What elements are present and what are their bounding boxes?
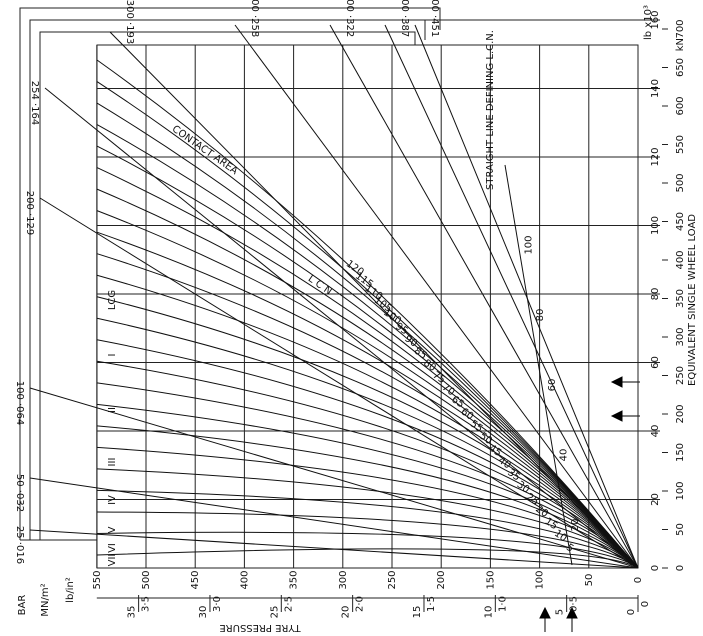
contact-area-label: 200 ·129 <box>24 191 35 236</box>
contact-area-label: 50 ·032 <box>14 474 25 512</box>
bar-tick-label: 15 <box>412 606 423 619</box>
contact-area-line <box>235 25 638 568</box>
kn-tick-label: 250 <box>675 366 686 385</box>
contact-area-label: 300 ·193 <box>124 0 135 44</box>
contact-area-label: 600 ·387 <box>399 0 410 37</box>
kn-tick-label: 700 <box>675 19 686 38</box>
bar-tick-label: 10 <box>483 606 494 619</box>
bar-tick-label: 35 <box>127 606 138 619</box>
lb-in2-tick-label: 450 <box>190 570 201 589</box>
contact-area-label: 700 ·451 <box>429 0 440 37</box>
lcn-curve <box>97 549 638 568</box>
lb-in2-tick-label: 100 <box>535 570 546 589</box>
kn-tick-label: 150 <box>675 443 686 462</box>
unit-label: lb/in² <box>65 577 76 603</box>
lb-in2-tick-label: 400 <box>239 570 250 589</box>
lcn-nomogram: 550500450400350300250200150100500353·530… <box>0 0 703 636</box>
lcn-curve <box>97 189 638 568</box>
bar-tick-label: 25 <box>269 606 280 619</box>
kn-tick-label: 650 <box>675 58 686 77</box>
lb-in2-tick-label: 550 <box>92 570 103 589</box>
kn-tick-label: 350 <box>675 289 686 308</box>
bar-tick-label: 20 <box>341 606 352 619</box>
contact-area-label: 400 ·258 <box>249 0 260 37</box>
lb-tick-label: 0 <box>650 565 661 571</box>
contact-area-label: 500 ·322 <box>344 0 355 37</box>
axis-title: EQUIVALENT SINGLE WHEEL LOAD <box>687 214 698 386</box>
lb-tick-label: 80 <box>650 288 661 301</box>
contact-area-title: CONTACT AREA <box>170 124 240 178</box>
lb-tick-label: 120 <box>650 147 661 166</box>
kn-tick-label: 50 <box>675 523 686 536</box>
unit-label: kN <box>675 38 686 51</box>
lb-in2-tick-label: 50 <box>584 574 595 587</box>
lb-in2-tick-label: 300 <box>338 570 349 589</box>
lb-in2-tick-label: 0 <box>633 577 644 583</box>
lb-tick-label: 140 <box>650 79 661 98</box>
lcg-label: IV <box>107 495 118 505</box>
bar-tick-label: 30 <box>198 606 209 619</box>
kn-tick-label: 300 <box>675 327 686 346</box>
axis-title: TYRE PRESSURE <box>219 622 301 633</box>
defining-tick-label: 100 <box>524 235 535 254</box>
kn-tick-label: 450 <box>675 212 686 231</box>
lb-tick-label: 100 <box>650 216 661 235</box>
lb-tick-label: 40 <box>650 425 661 438</box>
lb-tick-label: 60 <box>650 356 661 369</box>
unit-label: MN/m² <box>40 583 51 616</box>
lcg-label: VII <box>107 554 118 567</box>
unit-label: lb x10³ <box>643 5 654 40</box>
kn-tick-label: 550 <box>675 135 686 154</box>
lcg-title: LCG <box>107 290 118 310</box>
lb-in2-tick-label: 200 <box>436 570 447 589</box>
defining-tick-label: 40 <box>558 449 569 462</box>
lcg-label: I <box>107 354 118 357</box>
kn-tick-label: 200 <box>675 404 686 423</box>
lcg-label: V <box>107 526 118 533</box>
defining-tick-label: 80 <box>535 309 546 322</box>
lcg-label: VI <box>107 543 118 553</box>
contact-area-line <box>385 25 638 568</box>
defining-line-title: STRAIGHT LINE DEFINING L.C.N. <box>485 30 496 190</box>
kn-tick-label: 0 <box>675 565 686 571</box>
arrows <box>540 377 640 632</box>
lb-in2-tick-label: 150 <box>485 570 496 589</box>
lcg-label: II <box>107 407 118 413</box>
kn-tick-label: 500 <box>675 173 686 192</box>
bar-tick-label: 5 <box>555 609 566 615</box>
lb-tick-label: 20 <box>650 493 661 506</box>
kn-tick-label: 100 <box>675 481 686 500</box>
lb-in2-tick-label: 350 <box>289 570 300 589</box>
defining-tick-label: 60 <box>547 379 558 392</box>
lb-in2-tick-label: 500 <box>141 570 152 589</box>
contact-area-label: 25 ·016 <box>14 526 25 564</box>
lcn-curve <box>97 125 638 568</box>
kn-tick-label: 400 <box>675 250 686 269</box>
kn-tick-label: 600 <box>675 96 686 115</box>
contact-area-label: 100 ·064 <box>14 381 25 426</box>
defining-tick-label: 20 <box>570 519 581 532</box>
contact-area-label: 254 ·164 <box>29 81 40 126</box>
lb-in2-tick-label: 250 <box>387 570 398 589</box>
unit-label: BAR <box>17 595 28 616</box>
bar-tick-label: 0 <box>626 609 637 615</box>
mn-tick-label: 0 <box>640 601 651 607</box>
lcg-label: III <box>107 458 118 467</box>
